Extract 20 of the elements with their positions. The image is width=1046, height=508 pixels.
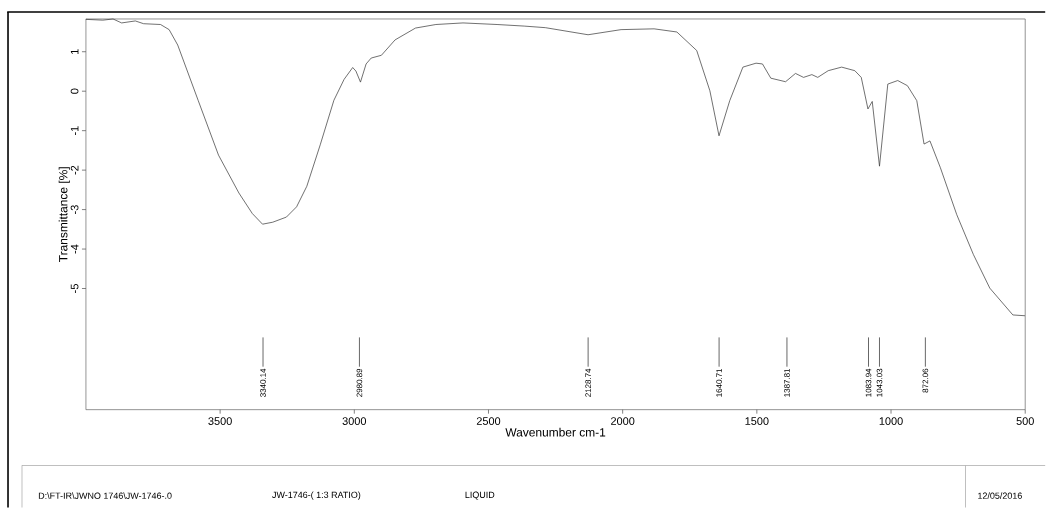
y-tick-label: -2 — [70, 165, 79, 175]
y-tick-label: -3 — [70, 205, 79, 214]
x-tick-label: 1500 — [745, 417, 769, 425]
text: LIQUID — [465, 491, 495, 500]
y-tick-label: -4 — [70, 244, 79, 254]
x-tick-label: 3000 — [342, 417, 367, 425]
y-tick-label: 1 — [70, 49, 79, 54]
x-tick-label: 2500 — [476, 417, 501, 425]
y-axis-title: Transmittance [%] — [58, 167, 70, 262]
text: JW-1746-( 1:3 RATIO) — [272, 491, 361, 500]
x-axis-title: Wavenumber cm-1 — [505, 427, 606, 437]
y-tick-label: 0 — [70, 88, 79, 94]
text: 12/05/2016 — [978, 492, 1022, 499]
text: D:\FT-IR\JWNO 1746\JW-1746-.0 — [38, 492, 172, 499]
x-tick-label: 3500 — [208, 417, 232, 425]
y-tick-label: -5 — [70, 283, 79, 293]
y-tick-label: -1 — [70, 126, 79, 135]
x-tick-label: 2000 — [611, 417, 635, 425]
x-tick-label: 500 — [1016, 417, 1034, 425]
x-tick-label: 1000 — [879, 417, 903, 425]
